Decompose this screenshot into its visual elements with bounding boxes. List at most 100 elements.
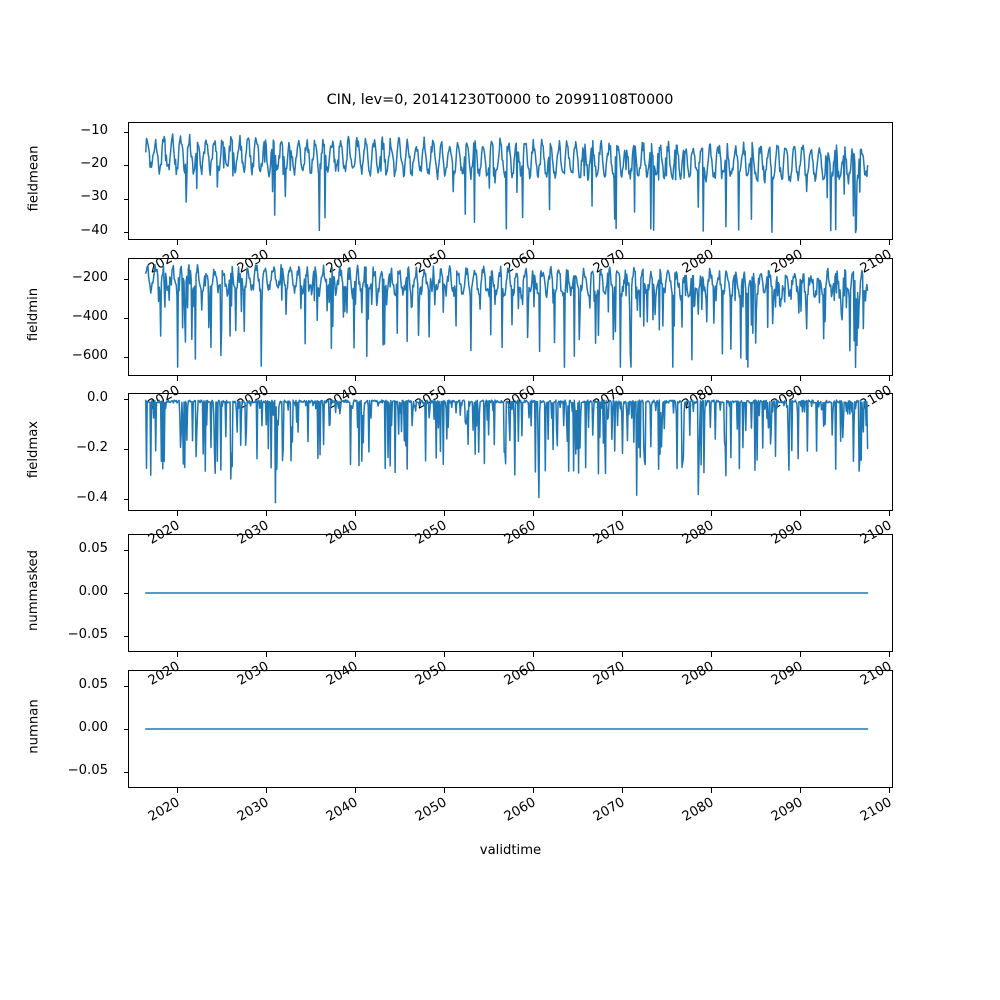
x-tick-label: 2030 [234, 795, 272, 825]
x-tick-mark [799, 511, 801, 516]
x-tick-label: 2080 [679, 795, 717, 825]
x-tick-mark [888, 511, 890, 516]
x-tick-mark [265, 511, 267, 516]
x-tick-mark [532, 511, 534, 516]
x-tick-mark [176, 240, 178, 245]
y-tick-mark [124, 279, 129, 281]
y-tick-mark [124, 318, 129, 320]
x-tick-mark [176, 652, 178, 657]
x-tick-mark [710, 511, 712, 516]
x-tick-label: 2070 [590, 795, 628, 825]
x-tick-label: 2040 [323, 795, 361, 825]
y-tick-mark [124, 399, 129, 401]
x-tick-mark [354, 788, 356, 793]
y-tick-mark [124, 448, 129, 450]
y-tick-mark [124, 356, 129, 358]
y-tick-label: 0.05 [78, 540, 108, 556]
y-tick-mark [124, 498, 129, 500]
x-tick-mark [710, 652, 712, 657]
x-tick-mark [532, 788, 534, 793]
x-tick-mark [621, 788, 623, 793]
x-tick-mark [888, 376, 890, 381]
y-tick-mark [124, 729, 129, 731]
plot-panel-nummasked [128, 534, 893, 652]
x-tick-label: 2050 [412, 795, 450, 825]
data-line-fieldmax [146, 400, 868, 503]
x-tick-mark [265, 652, 267, 657]
x-tick-mark [443, 376, 445, 381]
plot-area-numnan [129, 671, 892, 787]
x-tick-label: 2100 [857, 795, 895, 825]
plot-area-fieldmean [129, 123, 892, 239]
x-tick-mark [532, 240, 534, 245]
y-tick-label: −0.4 [75, 489, 108, 505]
y-tick-mark [124, 636, 129, 638]
x-tick-mark [532, 652, 534, 657]
y-tick-mark [124, 231, 129, 233]
x-tick-mark [799, 788, 801, 793]
x-tick-mark [354, 240, 356, 245]
y-axis-label-fieldmean: fieldmean [0, 146, 94, 212]
y-tick-mark [124, 549, 129, 551]
y-tick-mark [124, 685, 129, 687]
x-tick-mark [443, 652, 445, 657]
x-tick-mark [176, 511, 178, 516]
y-tick-label: −0.2 [75, 439, 108, 455]
y-tick-mark [124, 593, 129, 595]
x-tick-mark [888, 240, 890, 245]
x-tick-mark [621, 376, 623, 381]
y-tick-label: 0.05 [78, 676, 108, 692]
x-tick-mark [176, 376, 178, 381]
plot-panel-fieldmean [128, 122, 893, 240]
x-tick-mark [710, 788, 712, 793]
y-tick-label: −30 [80, 189, 108, 205]
x-tick-mark [710, 376, 712, 381]
y-tick-label: 0.0 [87, 390, 108, 406]
x-tick-mark [443, 240, 445, 245]
x-tick-mark [265, 240, 267, 245]
x-tick-mark [621, 240, 623, 245]
x-tick-mark [799, 240, 801, 245]
x-tick-mark [265, 376, 267, 381]
x-tick-mark [443, 511, 445, 516]
x-tick-mark [710, 240, 712, 245]
x-tick-mark [621, 511, 623, 516]
y-tick-label: −10 [80, 122, 108, 138]
x-tick-mark [799, 376, 801, 381]
data-line-fieldmean [146, 134, 868, 232]
x-tick-mark [799, 652, 801, 657]
plot-area-fieldmin [129, 259, 892, 375]
data-line-fieldmin [146, 265, 868, 368]
x-tick-mark [443, 788, 445, 793]
x-tick-mark [888, 652, 890, 657]
plot-panel-numnan [128, 670, 893, 788]
y-tick-label: 0.00 [78, 720, 108, 735]
x-tick-mark [176, 788, 178, 793]
x-tick-mark [888, 788, 890, 793]
x-tick-mark [621, 652, 623, 657]
x-tick-label: 2020 [145, 795, 183, 825]
x-tick-mark [354, 652, 356, 657]
x-tick-label: 2060 [501, 795, 539, 825]
y-tick-label: −400 [71, 308, 108, 324]
figure-title: CIN, lev=0, 20141230T0000 to 20991108T00… [326, 92, 674, 108]
y-tick-label: −20 [80, 156, 108, 172]
plot-panel-fieldmin [128, 258, 893, 376]
plot-panel-fieldmax [128, 393, 893, 511]
y-tick-label: −200 [71, 270, 108, 286]
y-tick-mark [124, 772, 129, 774]
y-tick-label: −0.05 [67, 763, 108, 779]
y-tick-mark [124, 198, 129, 200]
x-tick-mark [532, 376, 534, 381]
x-tick-mark [354, 376, 356, 381]
y-tick-label: −0.05 [67, 627, 108, 643]
x-tick-mark [265, 788, 267, 793]
x-axis-label: validtime [479, 843, 542, 858]
x-tick-mark [354, 511, 356, 516]
plot-area-fieldmax [129, 394, 892, 510]
x-tick-label: 2090 [768, 795, 806, 825]
y-tick-label: 0.00 [78, 584, 108, 599]
y-tick-mark [124, 132, 129, 134]
y-tick-label: −40 [80, 222, 108, 238]
